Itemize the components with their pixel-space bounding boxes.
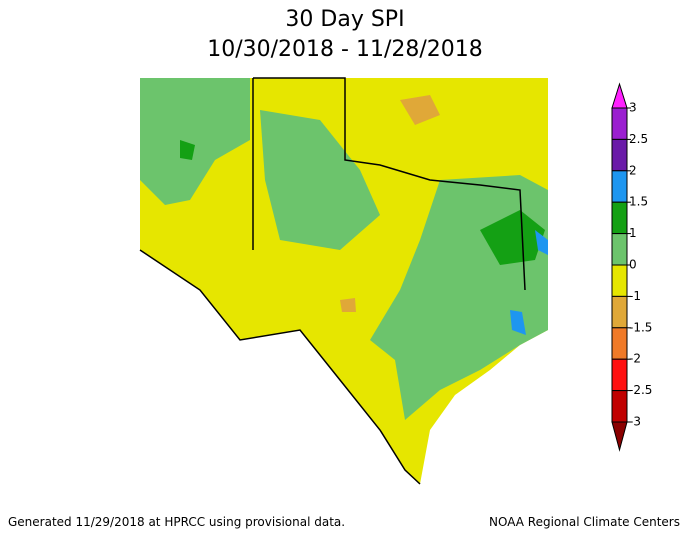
borders [139, 77, 526, 485]
wet-area [180, 140, 195, 160]
colorbar-tick-label: 1.5 [629, 195, 648, 209]
dry-area [340, 298, 356, 312]
very-wet-area [510, 310, 526, 335]
colorbar: 3 2.5 2 1.5 1 0 -1 -1.5 -2 -2.5 -3 [611, 82, 652, 452]
wet-area [480, 210, 545, 265]
colorbar-tick-label: 3 [629, 101, 637, 115]
colorbar-tick-label: 1 [629, 226, 637, 240]
green-area [260, 110, 380, 250]
colorbar-tick-label: -2 [629, 352, 641, 366]
footer-left: Generated 11/29/2018 at HPRCC using prov… [8, 515, 345, 529]
colorbar-segment [611, 264, 628, 297]
colorbar-segment [611, 358, 628, 392]
colorbar-under [611, 421, 628, 452]
colorbar-tick-label: -1 [629, 289, 641, 303]
colorbar-over [611, 82, 628, 109]
colorbar-tick-label: -2.5 [629, 383, 652, 397]
colorbar-segment [611, 107, 628, 140]
footer-right: NOAA Regional Climate Centers [489, 515, 680, 529]
green-area [140, 78, 250, 205]
colorbar-tick-label: -3 [629, 415, 641, 429]
map [139, 77, 548, 485]
colorbar-tick-label: -1.5 [629, 320, 652, 334]
dry-area [400, 95, 440, 125]
map-title: 30 Day SPI [285, 7, 404, 32]
colorbar-tick-label: 2.5 [629, 132, 648, 146]
colorbar-segment [611, 327, 628, 360]
colorbar-segment [611, 201, 628, 235]
colorbar-segment [611, 390, 628, 423]
colorbar-tick-label: 0 [629, 258, 637, 272]
colorbar-segment [611, 138, 628, 172]
very-wet-area [535, 230, 548, 255]
colorbar-tick-label: 2 [629, 163, 637, 177]
mexico [140, 250, 420, 484]
colorbar-segment [611, 233, 628, 266]
map-subtitle: 10/30/2018 - 11/28/2018 [207, 37, 483, 62]
colorbar-segment [611, 170, 628, 203]
colorbar-segment [611, 295, 628, 329]
gulf [420, 330, 548, 484]
